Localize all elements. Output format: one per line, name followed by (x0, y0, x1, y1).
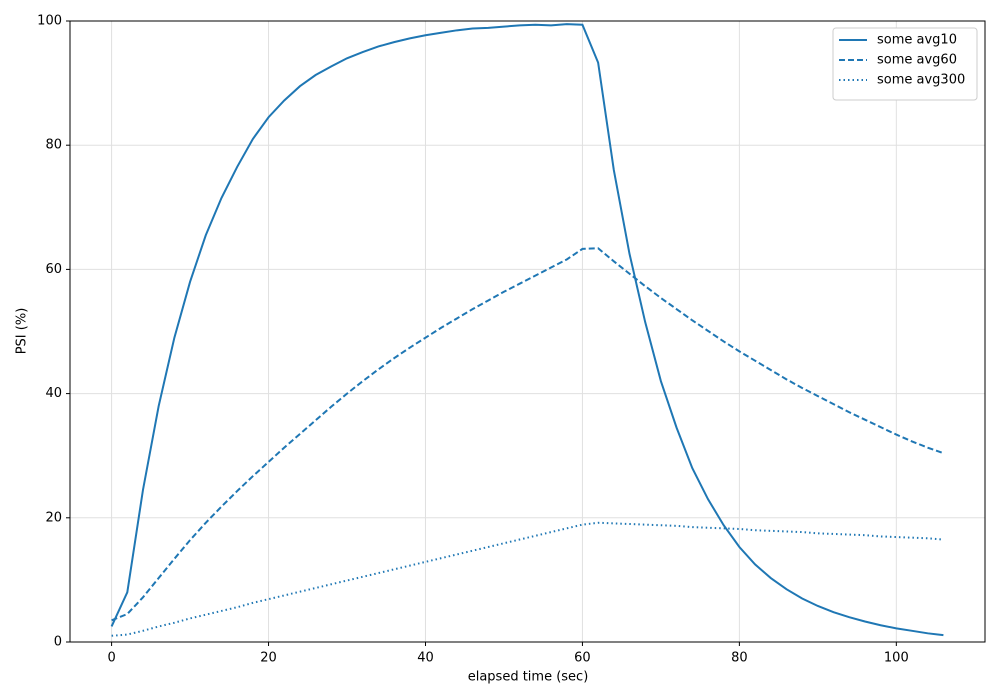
line (111, 521, 944, 637)
x-tick-label: 80 (731, 651, 748, 666)
y-tick-label: 20 (45, 510, 62, 525)
line (110, 23, 944, 637)
plot-frame (69, 20, 986, 643)
y-tick-label: 0 (54, 635, 62, 650)
y-tick-label: 40 (45, 386, 62, 401)
line (111, 247, 944, 622)
legend-box (832, 27, 978, 101)
x-tick-label: 60 (574, 651, 591, 666)
x-axis-label: elapsed time (sec) (468, 670, 589, 685)
y-tick-label: 100 (37, 14, 62, 29)
x-tick-label: 0 (107, 651, 115, 666)
x-tick-label: 20 (260, 651, 277, 666)
legend-label: some avg60 (877, 53, 957, 68)
legend-label: some avg10 (877, 33, 957, 48)
y-tick-label: 60 (45, 262, 62, 277)
x-tick-label: 40 (417, 651, 434, 666)
legend-label: some avg300 (877, 73, 965, 88)
y-axis-label: PSI (%) (15, 308, 30, 355)
y-tick-label: 80 (45, 138, 62, 153)
x-tick-label: 100 (884, 651, 909, 666)
